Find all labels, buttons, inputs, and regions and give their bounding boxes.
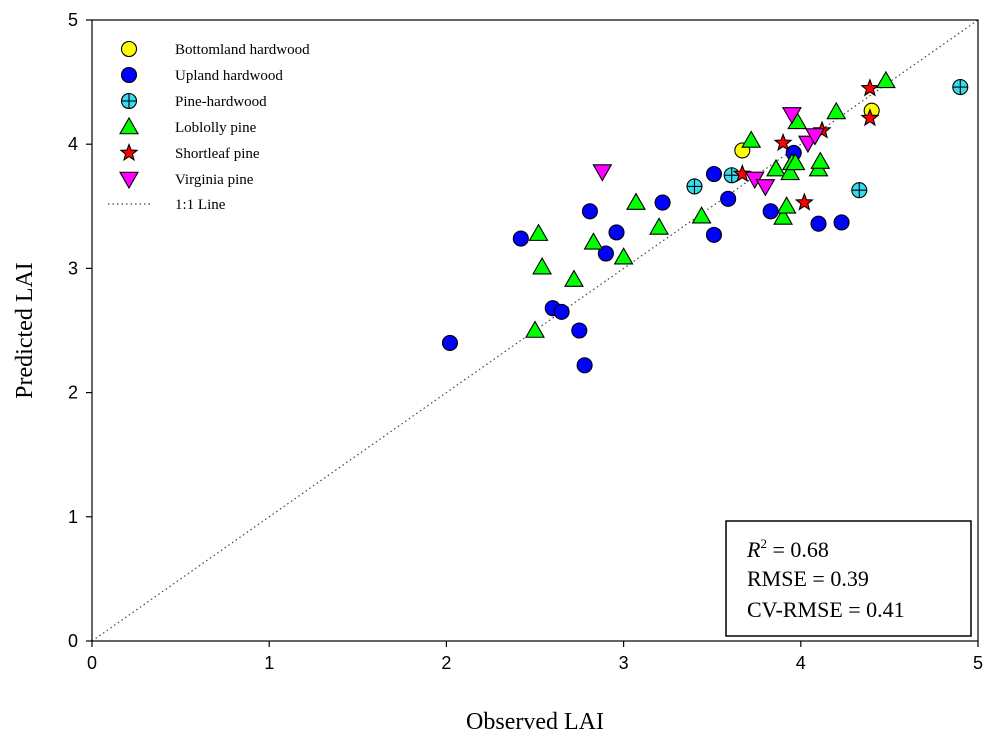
x-tick-label: 0	[87, 653, 97, 673]
data-point	[525, 320, 545, 338]
legend-label: Loblolly pine	[175, 120, 257, 136]
cv-rmse-text: CV-RMSE = 0.41	[747, 597, 905, 622]
data-point	[755, 179, 776, 197]
legend-marker	[119, 171, 139, 190]
data-point	[741, 130, 762, 148]
plot-frame	[91, 19, 979, 642]
series-upland-hardwood	[441, 144, 850, 374]
data-point	[781, 107, 802, 125]
legend-label: Bottomland hardwood	[175, 42, 310, 58]
data-point	[860, 108, 880, 127]
series-loblolly-pine	[525, 70, 896, 338]
series-pine-hardwood	[686, 79, 969, 199]
data-point	[581, 203, 598, 220]
legend-marker	[119, 116, 139, 135]
legend-marker	[120, 66, 138, 84]
y-tick-label: 5	[68, 10, 78, 30]
data-point	[553, 303, 570, 320]
legend-label: 1:1 Line	[175, 197, 226, 213]
data-point	[776, 196, 797, 214]
y-tick-label: 0	[68, 631, 78, 651]
legend-marker	[119, 142, 139, 162]
stats-box: R2 = 0.68 RMSE = 0.39 CV-RMSE = 0.41	[725, 520, 972, 637]
legend-label: Pine-hardwood	[175, 94, 267, 110]
data-point	[860, 78, 880, 97]
rmse-text: RMSE = 0.39	[747, 566, 869, 591]
data-point	[875, 70, 896, 89]
data-point	[794, 192, 814, 211]
series-bottomland-hardwood	[734, 102, 880, 159]
data-point	[626, 192, 646, 210]
data-point	[512, 230, 529, 247]
legend-label: Upland hardwood	[175, 68, 283, 84]
data-point	[780, 162, 801, 181]
data-point	[654, 194, 671, 211]
legend-marker	[120, 92, 138, 110]
data-point	[441, 334, 458, 351]
data-points	[441, 70, 969, 374]
legend-marker	[120, 40, 138, 58]
data-point	[649, 217, 669, 235]
x-tick-label: 2	[441, 653, 451, 673]
y-tick-label: 4	[68, 134, 78, 154]
data-point	[691, 206, 712, 224]
data-point	[613, 247, 634, 265]
x-tick-label: 1	[264, 653, 274, 673]
data-point	[592, 164, 613, 182]
data-point	[705, 226, 723, 243]
x-tick-label: 4	[796, 653, 806, 673]
r2-superscript: 2	[760, 536, 767, 551]
data-point	[732, 163, 752, 183]
data-point	[583, 232, 604, 250]
data-point	[773, 207, 794, 225]
data-point	[686, 178, 703, 195]
data-point	[597, 245, 614, 262]
data-point	[810, 215, 827, 232]
y-tick-label: 1	[68, 507, 78, 527]
x-tick-label: 3	[619, 653, 629, 673]
series-virginia-pine	[592, 107, 825, 197]
data-point	[810, 151, 831, 169]
data-point	[705, 165, 723, 183]
y-axis-title: Predicted LAI	[12, 262, 38, 399]
legend-label: Virginia pine	[175, 172, 254, 188]
data-point	[766, 158, 786, 177]
axis-ticks: 0 1 2 3 4 5 0 1 2 3 4 5	[68, 10, 983, 673]
data-point	[571, 322, 588, 339]
plot-area	[91, 19, 979, 642]
r2-symbol: R	[746, 537, 761, 562]
legend-label: Shortleaf pine	[175, 146, 260, 162]
data-point	[720, 190, 737, 207]
r2-value: = 0.68	[767, 537, 829, 562]
data-point	[762, 203, 779, 220]
data-point	[833, 214, 850, 231]
data-point	[826, 101, 847, 120]
stats-box-frame	[725, 520, 972, 637]
y-tick-label: 3	[68, 258, 78, 278]
data-point	[608, 224, 625, 241]
data-point	[773, 132, 793, 152]
x-tick-label: 5	[973, 653, 983, 673]
x-axis-title: Observed LAI	[466, 709, 604, 735]
data-point	[851, 182, 868, 199]
legend: Bottomland hardwood Upland hardwood Pine-h…	[108, 40, 310, 213]
r-squared-text: R2 = 0.68	[746, 536, 829, 562]
data-point	[528, 223, 549, 241]
data-point	[952, 79, 969, 96]
data-point	[564, 269, 584, 287]
data-point	[805, 128, 825, 146]
data-point	[532, 257, 553, 275]
y-tick-label: 2	[68, 383, 78, 403]
data-point	[576, 357, 593, 374]
data-point	[785, 152, 806, 171]
